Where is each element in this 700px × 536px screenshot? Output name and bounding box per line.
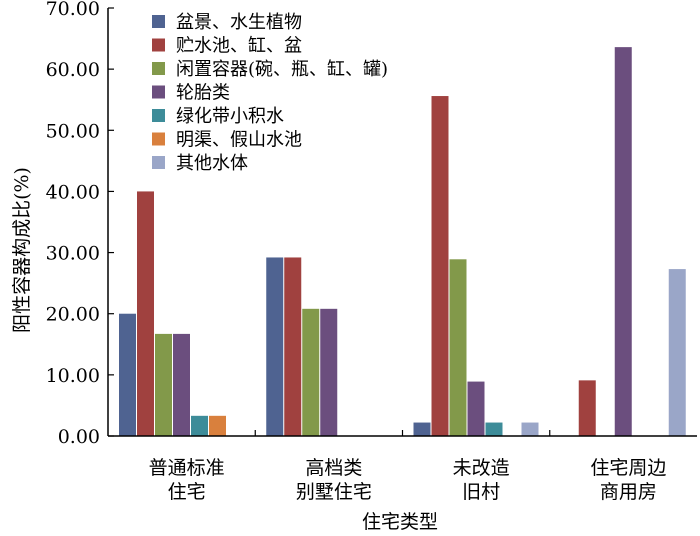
bar	[413, 422, 431, 436]
legend-label: 闲置容器(碗、瓶、缸、罐)	[176, 58, 388, 80]
bar	[320, 308, 338, 436]
x-category-label: 住宅	[168, 481, 206, 503]
legend-label: 轮胎类	[176, 83, 230, 104]
y-tick-label: 0.00	[58, 426, 100, 448]
bar	[173, 333, 190, 436]
bar	[521, 422, 539, 436]
bar	[137, 191, 154, 436]
legend-swatch	[152, 15, 165, 28]
bar	[578, 380, 596, 436]
bar	[467, 381, 485, 436]
bar	[449, 259, 467, 436]
bar	[668, 269, 686, 436]
bar	[191, 415, 208, 436]
axes-layer	[107, 7, 697, 437]
legend-label: 其他水体	[176, 153, 248, 174]
x-category-label: 住宅周边	[590, 457, 666, 479]
y-tick-labels: 0.00 10.00 20.00 30.00 40.00 50.00 60.00 70.00	[46, 0, 100, 448]
y-tick-label: 20.00	[46, 304, 100, 326]
y-tick-label: 30.00	[46, 243, 100, 265]
bar	[485, 422, 503, 436]
bar	[614, 47, 632, 436]
y-tick-label: 40.00	[46, 181, 100, 203]
y-axis-title: 阳性容器构成比(%)	[11, 167, 33, 333]
legend-swatch	[152, 132, 165, 146]
legend-swatch	[152, 38, 165, 52]
y-tick-label: 60.00	[46, 59, 100, 81]
bar	[284, 257, 302, 436]
x-category-label: 未改造	[453, 457, 510, 479]
x-category-label: 高档类	[305, 457, 362, 479]
bars-layer	[119, 47, 686, 436]
x-category-label: 普通标准	[149, 457, 225, 479]
legend-label: 绿化带小积水	[176, 106, 284, 127]
legend-swatch	[152, 62, 165, 75]
x-category-label: 商用房	[600, 481, 657, 503]
bar	[155, 333, 172, 436]
legend-label: 盆景、水生植物	[176, 12, 302, 33]
legend-label: 贮水池、缸、盆	[176, 35, 302, 57]
bar	[209, 415, 226, 436]
y-tick-label: 70.00	[46, 0, 100, 20]
legend-swatch	[152, 156, 165, 169]
x-category-label: 别墅住宅	[296, 481, 372, 503]
x-category-label: 旧村	[462, 481, 500, 503]
y-tick-label: 50.00	[46, 120, 100, 142]
legend-label: 明渠、假山水池	[176, 130, 302, 151]
bar	[431, 96, 449, 436]
legend-swatch	[152, 85, 165, 99]
bar	[266, 257, 284, 436]
x-axis-title: 住宅类型	[362, 511, 438, 533]
y-tick-label: 10.00	[46, 365, 100, 387]
bar	[302, 308, 320, 436]
bar	[119, 313, 136, 436]
legend-swatch	[152, 109, 165, 122]
